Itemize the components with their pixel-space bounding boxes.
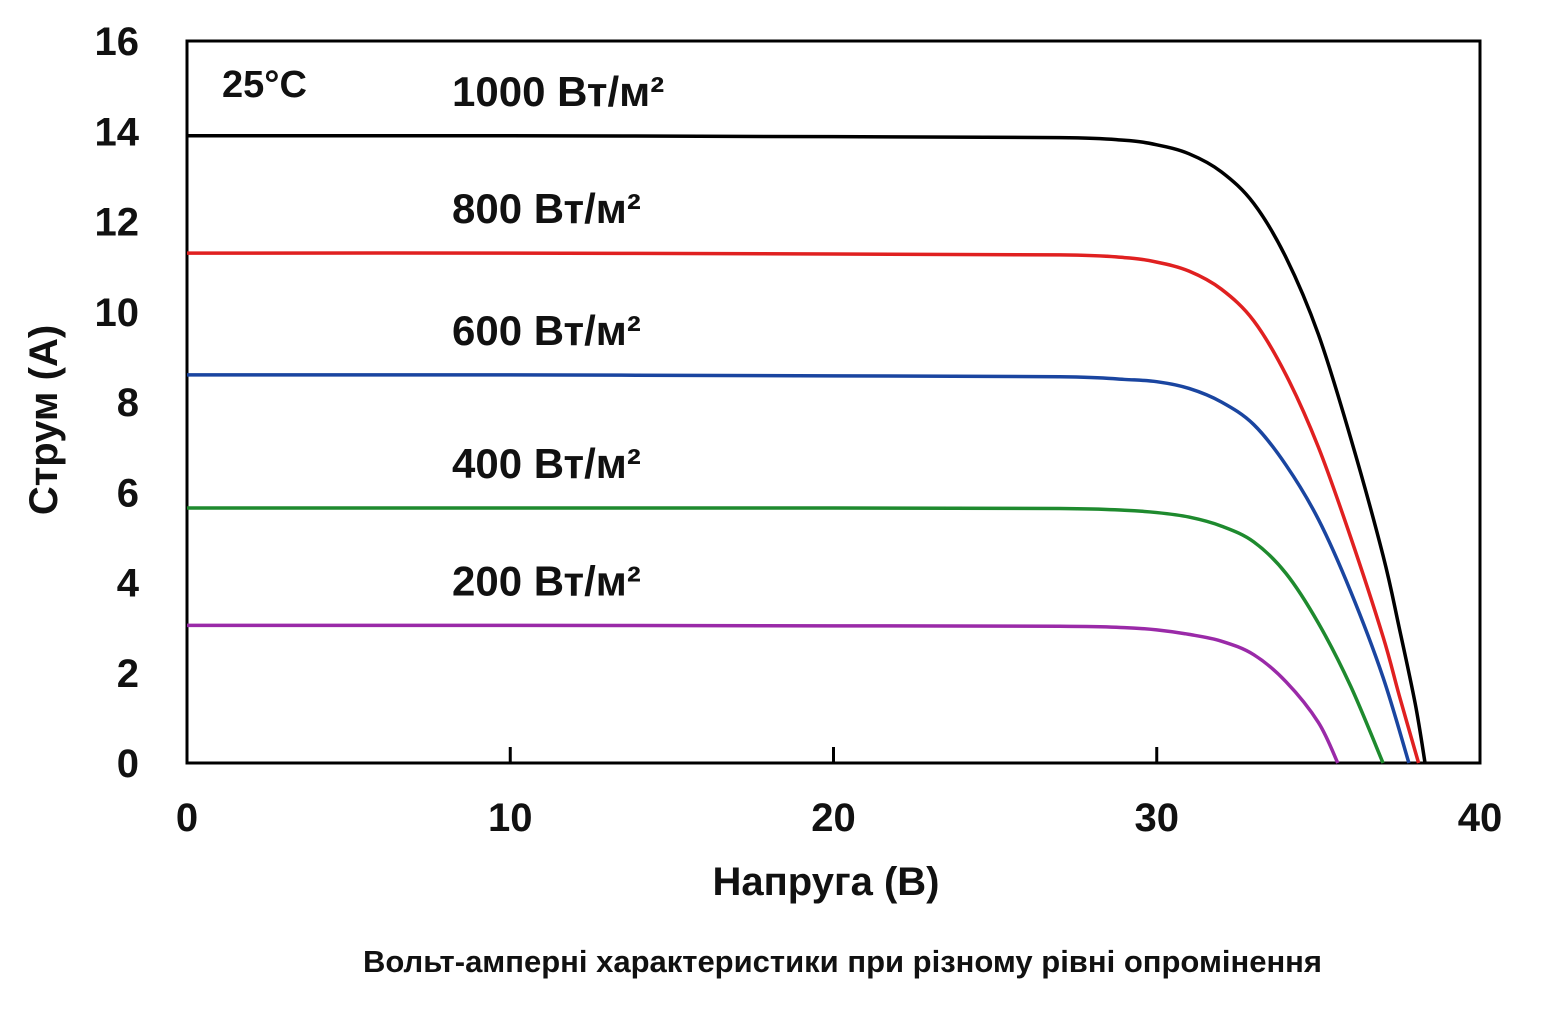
plot-frame bbox=[185, 39, 1482, 765]
x-tick-label: 40 bbox=[1458, 796, 1503, 840]
y-axis-title: Струм (A) bbox=[22, 325, 66, 515]
x-tick-label: 10 bbox=[488, 796, 533, 840]
series-label: 800 Вт/м² bbox=[452, 185, 641, 232]
y-axis-ticks: 0 2 4 6 8 10 12 14 16 bbox=[95, 20, 140, 786]
series-line bbox=[186, 623, 1340, 764]
series-line bbox=[186, 373, 1411, 764]
y-tick-label: 12 bbox=[95, 201, 140, 245]
x-tick-label: 30 bbox=[1135, 796, 1180, 840]
x-tick-label: 20 bbox=[811, 796, 856, 840]
x-axis-ticks: 0 10 20 30 40 bbox=[176, 747, 1502, 840]
chart-caption: Вольт-амперні характеристики при різному… bbox=[362, 944, 1322, 979]
temperature-annotation: 25°C bbox=[222, 64, 307, 106]
series-label: 400 Вт/м² bbox=[452, 440, 641, 487]
y-tick-label: 6 bbox=[117, 471, 139, 515]
y-tick-label: 16 bbox=[95, 20, 140, 64]
y-tick-label: 8 bbox=[117, 381, 139, 425]
series-label: 200 Вт/м² bbox=[452, 557, 641, 604]
series-lines bbox=[186, 133, 1427, 764]
series-label: 1000 Вт/м² bbox=[452, 68, 664, 115]
series-labels: 1000 Вт/м² 800 Вт/м² 600 Вт/м² 400 Вт/м² 200… bbox=[452, 68, 664, 605]
y-tick-label: 10 bbox=[95, 291, 140, 335]
y-tick-label: 4 bbox=[117, 562, 140, 606]
series-line bbox=[186, 506, 1385, 764]
y-tick-label: 14 bbox=[95, 110, 140, 154]
iv-chart: 0 10 20 30 40 0 2 4 6 8 10 12 14 16 1000 Вт/м² 800 Вт… bbox=[22, 20, 1502, 904]
series-line bbox=[186, 133, 1427, 764]
series-label: 600 Вт/м² bbox=[452, 307, 641, 354]
y-tick-label: 2 bbox=[117, 652, 139, 696]
x-tick-label: 0 bbox=[176, 796, 198, 840]
y-tick-label: 0 bbox=[117, 742, 139, 786]
x-axis-title: Напруга (В) bbox=[713, 860, 940, 904]
plot-area bbox=[185, 39, 1482, 765]
series-line bbox=[186, 251, 1421, 764]
